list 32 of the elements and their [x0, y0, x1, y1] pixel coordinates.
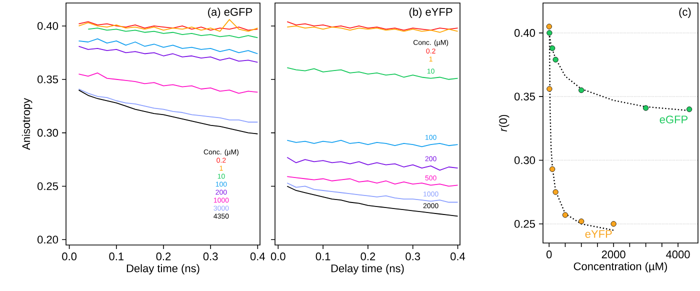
- y-tick-label: 0.35: [37, 76, 58, 84]
- x-tick-label: 0.1: [109, 252, 124, 260]
- y-tick-label: 0.35: [514, 92, 535, 100]
- series-label: eYFP: [585, 230, 612, 238]
- y-tick-label: 0.20: [37, 236, 58, 244]
- y-tick-label: 0.25: [514, 220, 535, 228]
- x-tick-label: 2000: [602, 250, 626, 258]
- chart-title: (b) eYFP: [409, 8, 452, 18]
- x-tick-label: 0.3: [406, 252, 420, 260]
- x-tick-label: 0.0: [62, 252, 77, 260]
- x-tick-label: 0.0: [270, 252, 286, 260]
- y-tick-label: 0.30: [37, 128, 58, 137]
- x-tick-label: 0.4: [450, 252, 466, 260]
- y-tick-label: 0.25: [37, 182, 58, 190]
- x-tick-label: 0.2: [360, 252, 376, 260]
- x-tick-label: 0.2: [156, 252, 171, 260]
- x-axis-title: Concentration (µM): [574, 262, 667, 272]
- series-label: eGFP: [660, 116, 688, 124]
- x-tick-label: 4000: [666, 250, 690, 258]
- x-axis-title: Delay time (ns): [331, 264, 404, 274]
- x-tick-label: 0.3: [203, 252, 218, 260]
- y-tick-label: 0.40: [514, 29, 536, 37]
- y-tick-label: 0.40: [37, 22, 58, 30]
- x-tick-label: 0.4: [250, 252, 265, 260]
- y-axis-title: Anisotropy: [22, 98, 32, 150]
- chart-title: (a) eGFP: [208, 8, 252, 18]
- x-axis-title: Delay time (ns): [126, 264, 200, 274]
- y-axis-title: r(0): [498, 114, 510, 132]
- x-tick-label: 0: [546, 250, 552, 258]
- x-tick-label: 0.1: [316, 252, 330, 260]
- y-tick-label: 0.30: [514, 156, 536, 164]
- chart-title: (c): [679, 8, 691, 18]
